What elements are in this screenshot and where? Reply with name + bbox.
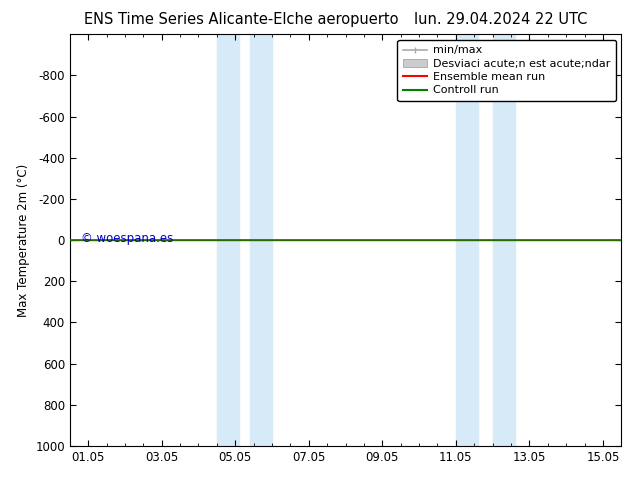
Bar [493,34,515,446]
Bar [250,34,272,446]
Legend: min/max, Desviaci acute;n est acute;ndar, Ensemble mean run, Controll run: min/max, Desviaci acute;n est acute;ndar… [398,40,616,101]
Text: lun. 29.04.2024 22 UTC: lun. 29.04.2024 22 UTC [414,12,588,27]
Bar [217,34,239,446]
Text: ENS Time Series Alicante-Elche aeropuerto: ENS Time Series Alicante-Elche aeropuert… [84,12,398,27]
Text: © woespana.es: © woespana.es [81,232,173,245]
Bar [456,34,478,446]
Y-axis label: Max Temperature 2m (°C): Max Temperature 2m (°C) [16,164,30,317]
